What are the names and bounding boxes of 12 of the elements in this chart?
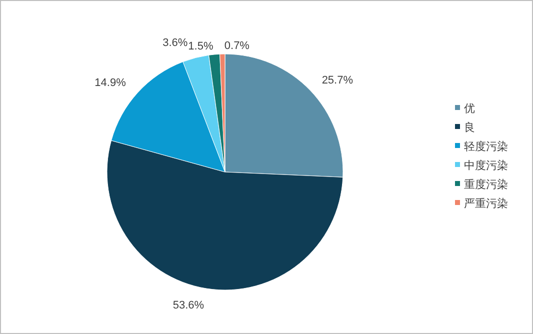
legend-label: 优 <box>464 103 475 115</box>
legend-label: 中度污染 <box>464 159 508 172</box>
data-label: 14.9% <box>94 76 126 89</box>
legend-label: 严重污染 <box>464 197 508 210</box>
legend-label: 良 <box>464 121 475 134</box>
data-label: 3.6% <box>162 37 188 50</box>
data-label: 0.7% <box>224 40 250 52</box>
data-label: 53.6% <box>172 299 204 312</box>
legend-label: 重度污染 <box>464 178 508 191</box>
data-label: 1.5% <box>188 40 214 52</box>
legend-label: 轻度污染 <box>464 140 508 153</box>
data-label: 25.7% <box>322 74 354 86</box>
